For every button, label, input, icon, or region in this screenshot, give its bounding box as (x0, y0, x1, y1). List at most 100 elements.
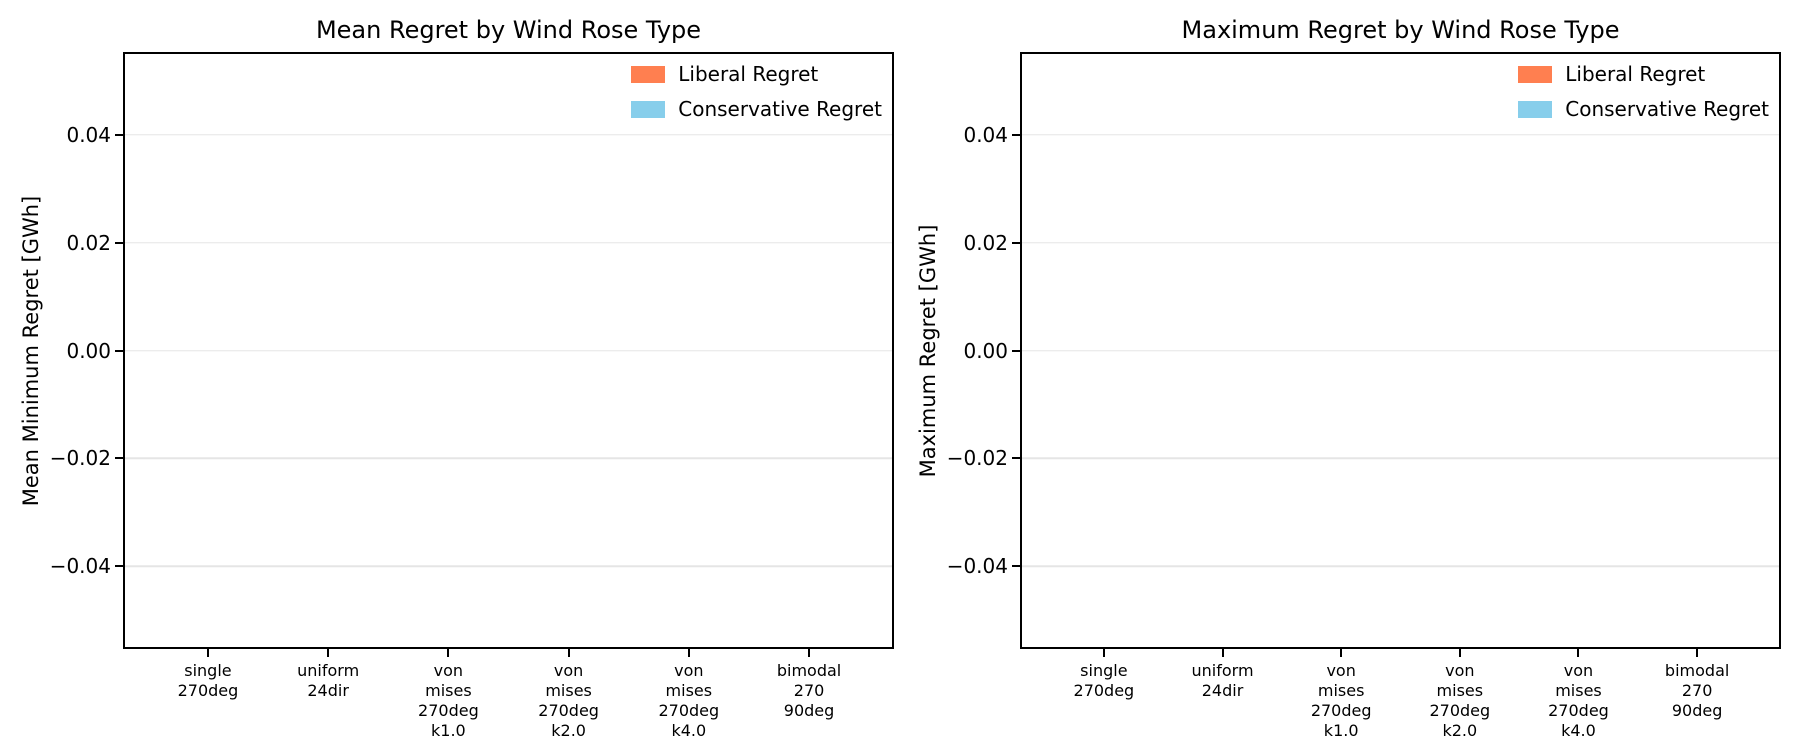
y-tick-mark (1012, 241, 1020, 244)
y-tick-label: 0.02 (963, 230, 1008, 255)
x-tick-label-line: k2.0 (1442, 721, 1478, 740)
x-tick-label-line: 90deg (1671, 701, 1723, 720)
x-tick-label: von mises 270deg k4.0 (658, 661, 719, 741)
x-tick-label-line: von (433, 661, 464, 680)
x-tick-mark (1696, 649, 1699, 657)
x-tick-label-line: k4.0 (671, 721, 707, 740)
x-tick-label-line: von (1445, 661, 1475, 680)
x-tick-label-line: k1.0 (1323, 721, 1359, 740)
x-tick-mark (1340, 649, 1343, 657)
x-tick-label-line: mises (545, 681, 592, 700)
chart-title: Mean Regret by Wind Rose Type (315, 16, 702, 44)
gridline (1022, 457, 1779, 460)
x-tick-label: uniform 24dir (297, 661, 359, 701)
x-tick-label-line: 270deg (418, 701, 479, 720)
x-tick-label-line: single (184, 661, 232, 680)
legend-label: Liberal Regret (678, 62, 819, 86)
x-tick-label-line: k2.0 (551, 721, 586, 740)
legend-swatch-liberal-regret (631, 65, 666, 83)
y-tick-label: −0.04 (946, 554, 1008, 579)
x-tick-label-line: k4.0 (1561, 721, 1596, 740)
y-tick-mark (115, 565, 123, 568)
legend: Liberal Regret Conservative Regret (1518, 62, 1769, 132)
x-tick-label-line: mises (425, 681, 472, 700)
x-tick-label: single 270deg (1074, 661, 1135, 701)
x-tick-label-line: bimodal (1664, 661, 1730, 680)
y-axis-label: Mean Minimum Regret [GWh] (19, 195, 43, 506)
x-tick-label-line: 270deg (1073, 681, 1135, 700)
x-tick-label-line: 24dir (1201, 681, 1244, 700)
x-tick-label: von mises 270deg k1.0 (418, 661, 479, 741)
y-tick-label: −0.02 (946, 446, 1008, 471)
legend-entry-conservative-regret: Conservative Regret (1518, 97, 1769, 121)
gridline (1022, 349, 1779, 352)
x-tick-mark (808, 649, 811, 657)
chart-title: Maximum Regret by Wind Rose Type (1181, 16, 1620, 44)
gridline (125, 457, 892, 460)
x-tick-label-line: uniform (1191, 661, 1254, 680)
gridline (125, 565, 892, 567)
y-tick-mark (115, 133, 123, 136)
x-tick-mark (687, 649, 690, 657)
legend-label: Liberal Regret (1565, 62, 1706, 86)
y-tick-label: 0.00 (66, 338, 111, 363)
gridline (1022, 134, 1779, 136)
x-tick-label-line: von (1563, 661, 1594, 680)
y-tick-label: 0.02 (66, 230, 111, 255)
x-tick-label-line: k1.0 (431, 721, 466, 740)
plot-area-maximum-regret: Maximum Regret by Wind Rose Type Maximum… (916, 16, 1781, 740)
legend-entry-liberal-regret: Liberal Regret (1518, 62, 1769, 86)
x-tick-mark (327, 649, 330, 657)
legend-swatch-liberal-regret (1518, 65, 1553, 83)
x-tick-mark (1577, 649, 1580, 657)
x-tick-label: single 270deg (178, 661, 239, 701)
x-tick-mark (206, 649, 209, 657)
x-tick-label: bimodal 270 90deg (777, 661, 841, 721)
y-tick-mark (1012, 133, 1020, 136)
x-tick-label-line: mises (665, 681, 713, 700)
x-tick-label: von mises 270deg k2.0 (538, 661, 599, 741)
x-tick-label-line: single (1080, 661, 1128, 680)
x-tick-label-line: von (1326, 661, 1356, 680)
x-tick-label-line: 24dir (307, 681, 349, 700)
y-tick-mark (1012, 457, 1020, 460)
legend-entry-conservative-regret: Conservative Regret (631, 97, 882, 121)
x-tick-label-line: 270 (1681, 681, 1713, 700)
x-tick-label-line: 270deg (1548, 701, 1609, 720)
x-tick-label: bimodal 270 90deg (1665, 661, 1729, 721)
y-tick-mark (1012, 565, 1020, 568)
x-tick-label: uniform 24dir (1192, 661, 1254, 701)
x-tick-mark (1102, 649, 1105, 657)
x-tick-label-line: 270deg (1310, 701, 1372, 720)
legend-swatch-conservative-regret (631, 100, 666, 118)
x-tick-label-line: bimodal (776, 661, 842, 680)
gridline (125, 134, 892, 136)
legend-label: Conservative Regret (1565, 97, 1769, 121)
x-tick-label-line: 90deg (783, 701, 835, 720)
y-tick-mark (115, 241, 123, 244)
gridline (1022, 565, 1779, 567)
x-tick-label-line: uniform (297, 661, 360, 680)
y-axis-label: Maximum Regret [GWh] (916, 224, 940, 477)
x-tick-label-line: mises (1436, 681, 1484, 700)
x-tick-label-line: 270deg (538, 701, 599, 720)
x-tick-label: von mises 270deg k1.0 (1311, 661, 1372, 741)
gridline (125, 349, 892, 352)
x-tick-label-line: mises (1317, 681, 1365, 700)
x-tick-mark (1221, 649, 1224, 657)
x-tick-mark (1458, 649, 1461, 657)
gridline (125, 241, 892, 244)
y-tick-label: 0.00 (963, 338, 1008, 363)
y-tick-label: 0.04 (963, 122, 1008, 147)
x-tick-mark (567, 649, 570, 657)
y-tick-label: −0.02 (49, 446, 111, 471)
y-tick-mark (1012, 349, 1020, 352)
x-tick-label: von mises 270deg k2.0 (1429, 661, 1490, 741)
x-tick-label-line: 270deg (177, 681, 239, 700)
x-tick-mark (447, 649, 450, 657)
legend-swatch-conservative-regret (1518, 100, 1553, 118)
legend-entry-liberal-regret: Liberal Regret (631, 62, 882, 86)
gridline (1022, 241, 1779, 244)
x-tick-label-line: 270deg (658, 701, 720, 720)
